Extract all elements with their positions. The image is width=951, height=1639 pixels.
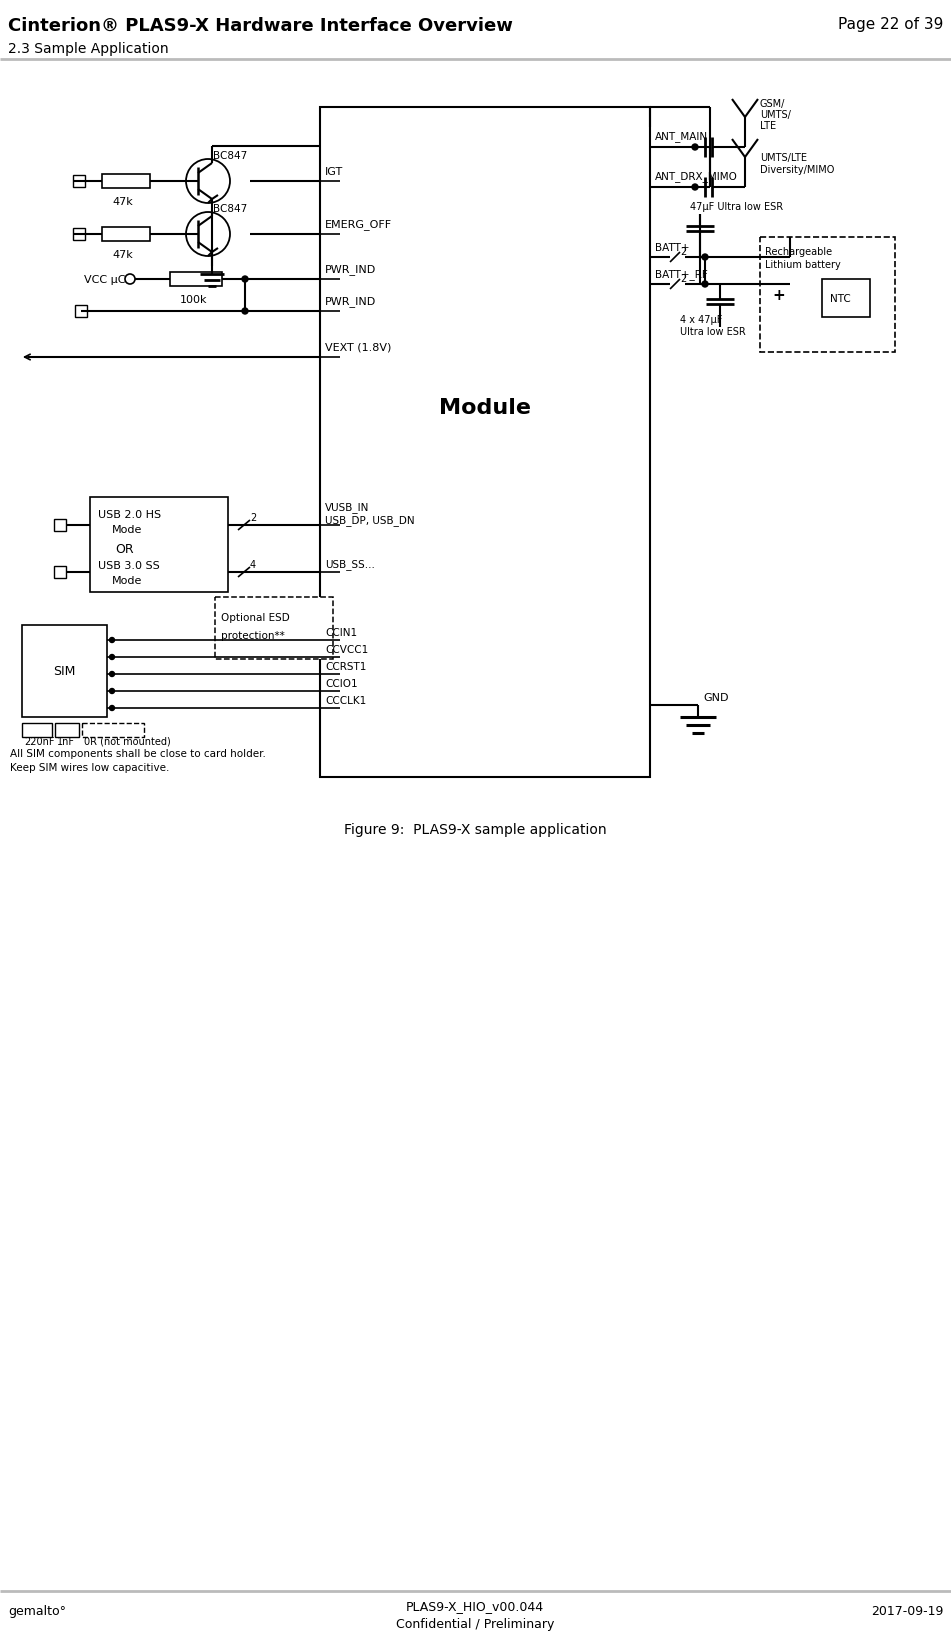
Bar [75,306,87,318]
Text: VUSB_IN: VUSB_IN [325,502,369,513]
Text: BATT+: BATT+ [655,243,689,252]
Bar [760,238,895,352]
Circle shape [702,282,708,288]
Text: IGT: IGT [325,167,343,177]
Text: USB_SS...: USB_SS... [325,559,375,570]
Text: OR: OR [115,543,134,556]
Text: PWR_IND: PWR_IND [325,264,377,275]
Bar [73,175,85,188]
Text: Rechargeable: Rechargeable [765,247,832,257]
Bar [73,229,85,241]
Text: Confidential / Preliminary: Confidential / Preliminary [396,1618,554,1631]
Text: CCRST1: CCRST1 [325,662,366,672]
Text: 2: 2 [680,274,687,284]
Circle shape [109,672,114,677]
Text: +: + [772,288,785,303]
Text: NTC: NTC [830,293,851,303]
Circle shape [242,308,248,315]
Text: 2: 2 [250,513,256,523]
Text: UMTS/: UMTS/ [760,110,791,120]
Text: 47k: 47k [112,197,133,207]
Text: USB 3.0 SS: USB 3.0 SS [98,561,160,570]
Bar [102,228,150,243]
Text: 2.3 Sample Application: 2.3 Sample Application [8,43,168,56]
Bar [82,723,144,738]
Text: USB 2.0 HS: USB 2.0 HS [98,510,161,520]
Bar [320,108,650,777]
Text: Mode: Mode [112,575,143,585]
Circle shape [692,144,698,151]
Text: gemalto°: gemalto° [8,1605,66,1618]
Text: UMTS/LTE: UMTS/LTE [760,152,807,162]
Text: Module: Module [439,398,531,418]
Text: EMERG_OFF: EMERG_OFF [325,220,392,231]
Text: CCVCC1: CCVCC1 [325,644,368,654]
Text: ANT_DRX_MIMO: ANT_DRX_MIMO [655,172,738,182]
Text: LTE: LTE [760,121,776,131]
Circle shape [109,656,114,661]
Text: Ultra low ESR: Ultra low ESR [680,326,746,336]
Text: All SIM components shall be close to card holder.: All SIM components shall be close to car… [10,749,266,759]
Text: SIM: SIM [53,665,75,679]
Bar [54,567,66,579]
Text: 2: 2 [680,247,687,257]
Text: 220nF: 220nF [24,736,54,746]
Text: 100k: 100k [180,295,207,305]
Text: 2017-09-19: 2017-09-19 [870,1605,943,1618]
Text: PLAS9-X_HIO_v00.044: PLAS9-X_HIO_v00.044 [406,1600,544,1613]
Circle shape [109,638,114,642]
Text: Diversity/MIMO: Diversity/MIMO [760,166,834,175]
Text: Lithium battery: Lithium battery [765,261,841,270]
Text: Cinterion® PLAS9-X Hardware Interface Overview: Cinterion® PLAS9-X Hardware Interface Ov… [8,16,513,34]
Text: protection**: protection** [221,631,284,641]
Text: 1nF: 1nF [57,736,75,746]
Bar [55,723,79,738]
Bar [90,498,228,593]
Text: VEXT (1.8V): VEXT (1.8V) [325,343,392,352]
Bar [22,626,107,718]
Text: USB_DP, USB_DN: USB_DP, USB_DN [325,515,415,526]
Text: BC847: BC847 [213,203,247,213]
Text: CCCLK1: CCCLK1 [325,695,366,705]
Text: 4 x 47μF: 4 x 47μF [680,315,723,325]
Circle shape [109,706,114,711]
Text: Mode: Mode [112,524,143,534]
Bar [215,598,333,659]
Text: CCIN1: CCIN1 [325,628,358,638]
Text: 47μF Ultra low ESR: 47μF Ultra low ESR [690,202,783,211]
Text: PWR_IND: PWR_IND [325,297,377,306]
Bar [102,175,150,188]
Circle shape [109,688,114,693]
Bar [54,520,66,531]
Bar [22,723,52,738]
Circle shape [702,254,708,261]
Text: Page 22 of 39: Page 22 of 39 [838,16,943,33]
Text: BC847: BC847 [213,151,247,161]
Text: 4: 4 [250,559,256,570]
Text: Figure 9:  PLAS9-X sample application: Figure 9: PLAS9-X sample application [343,823,607,836]
Bar [170,272,222,287]
Text: 47k: 47k [112,249,133,261]
Circle shape [692,185,698,190]
Text: CCIO1: CCIO1 [325,679,358,688]
Text: 0R (not mounted): 0R (not mounted) [84,736,171,746]
Circle shape [242,277,248,284]
Text: VCC μC: VCC μC [84,275,125,285]
Text: GSM/: GSM/ [760,98,786,108]
Bar [822,280,870,318]
Text: BATT+_RF: BATT+_RF [655,269,708,280]
Text: ANT_MAIN: ANT_MAIN [655,131,708,143]
Text: Optional ESD: Optional ESD [221,613,290,623]
Text: GND: GND [703,693,728,703]
Text: Keep SIM wires low capacitive.: Keep SIM wires low capacitive. [10,762,169,772]
